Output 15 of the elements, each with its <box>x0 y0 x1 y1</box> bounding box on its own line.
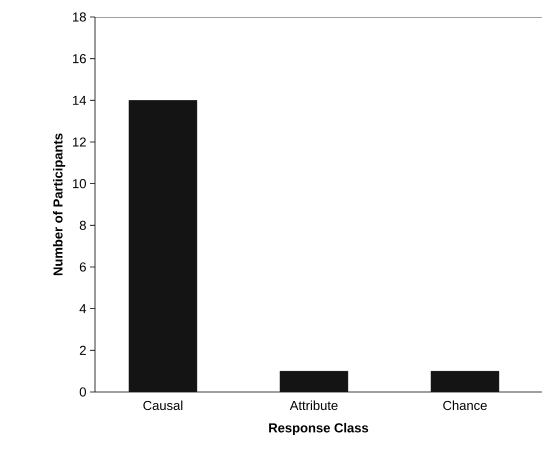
y-tick-label: 12 <box>73 137 86 147</box>
y-tick-label: 10 <box>73 179 86 188</box>
y-tick-label: 6 <box>80 262 86 272</box>
y-tick-label: 18 <box>73 12 86 22</box>
x-axis-title: Response Class <box>269 422 368 436</box>
y-tick-label: 8 <box>80 220 86 230</box>
y-axis-title: Number of Participants <box>53 134 66 276</box>
y-tick-label: 2 <box>80 346 86 355</box>
x-tick-label: Chance <box>443 400 487 410</box>
y-tick-label: 14 <box>73 96 86 105</box>
x-tick-label: Attribute <box>290 400 338 410</box>
y-tick-label: 4 <box>80 304 86 314</box>
y-tick-label: 16 <box>73 54 86 64</box>
x-tick-label: Causal <box>143 400 182 410</box>
y-tick-label: 0 <box>80 387 86 397</box>
